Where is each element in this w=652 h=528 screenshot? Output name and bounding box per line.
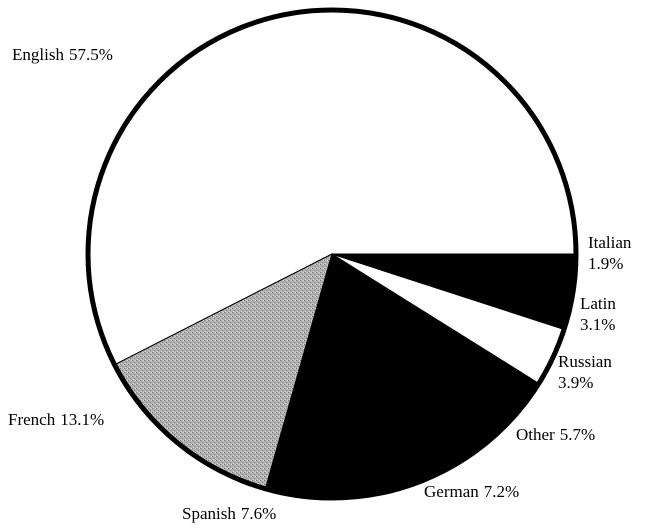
category-label: French	[8, 410, 56, 429]
slice-label: French 13.1%	[8, 410, 104, 429]
value-label: 3.9%	[558, 373, 593, 392]
labels: English 57.5% French 13.1% Spanish 7.6% German…	[8, 45, 632, 523]
category-label: Italian	[588, 233, 632, 252]
value-label: 3.1%	[580, 315, 615, 334]
pie-outline	[85, 7, 579, 501]
category-label: English	[12, 45, 64, 64]
slice-label: Other 5.7%	[516, 425, 595, 444]
value-label: 7.2%	[484, 482, 519, 501]
pie	[87, 9, 577, 499]
value-label: 7.6%	[241, 504, 276, 523]
slice-label: Russian 3.9%	[558, 352, 612, 392]
slice-label: German 7.2%	[424, 482, 519, 501]
value-label: 13.1%	[60, 410, 104, 429]
category-label: Latin	[580, 294, 616, 313]
value-label: 5.7%	[560, 425, 595, 444]
slice-label: Latin 3.1%	[580, 294, 616, 334]
value-label: 1.9%	[588, 254, 623, 273]
category-label: Spanish	[182, 504, 236, 523]
category-label: Russian	[558, 352, 612, 371]
category-label: Other	[516, 425, 555, 444]
slice-label: English 57.5%	[12, 45, 113, 64]
slice-label: Italian 1.9%	[588, 233, 632, 273]
category-label: German	[424, 482, 479, 501]
slice-label: Spanish 7.6%	[182, 504, 276, 523]
value-label: 57.5%	[69, 45, 113, 64]
